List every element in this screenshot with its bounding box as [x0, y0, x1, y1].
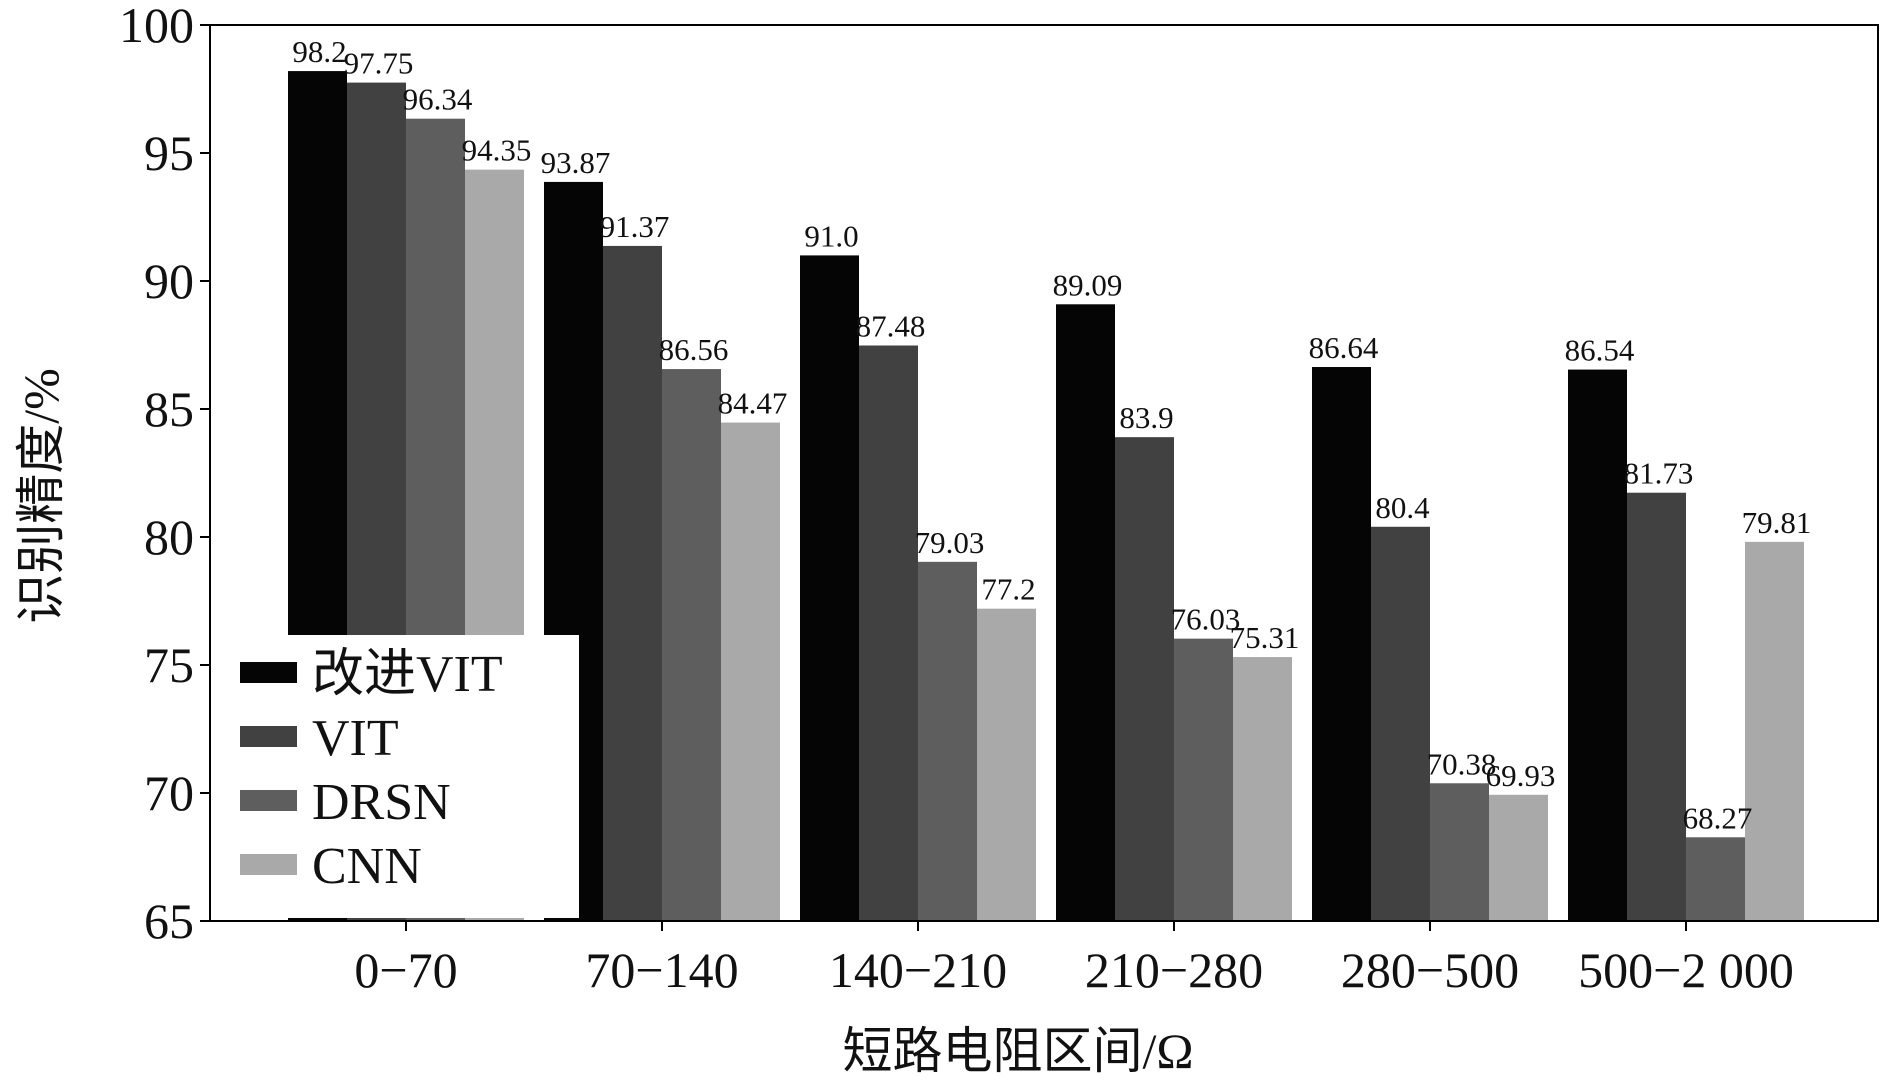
- x-tick-label: 280−500: [1341, 942, 1519, 998]
- x-tick-label: 0−70: [354, 942, 457, 998]
- legend-swatch: [240, 726, 297, 747]
- bar-value-label: 89.09: [1053, 267, 1123, 302]
- bar-value-label: 77.2: [981, 572, 1035, 607]
- legend-swatch: [240, 662, 297, 683]
- bar: [1627, 492, 1686, 921]
- y-tick-label: 90: [144, 253, 194, 309]
- bar-value-label: 91.37: [600, 209, 670, 244]
- bar: [603, 245, 662, 922]
- bar-value-label: 84.47: [718, 386, 788, 421]
- bar-value-label: 80.4: [1375, 490, 1430, 525]
- bar: [977, 608, 1036, 921]
- bar: [1568, 369, 1627, 921]
- bar: [1686, 837, 1745, 921]
- bar: [1056, 304, 1115, 921]
- bar: [800, 255, 859, 921]
- bar: [662, 369, 721, 922]
- bar-value-label: 94.35: [462, 133, 532, 168]
- bar: [1233, 657, 1292, 921]
- plot-frame: [209, 24, 1879, 922]
- bar-value-label: 75.31: [1230, 620, 1300, 655]
- bar: [1430, 783, 1489, 921]
- legend: 改进VIT VIT DRSN CNN: [221, 635, 579, 918]
- bar: [1312, 367, 1371, 921]
- y-tick-label: 95: [144, 125, 194, 181]
- y-tick-label: 70: [144, 765, 194, 821]
- x-axis-ticks: 0−70 70−140 140−210 210−280 280−500 500−2 000: [354, 921, 1794, 998]
- bar-value-label: 68.27: [1683, 800, 1753, 835]
- bar-value-label: 69.93: [1486, 758, 1556, 793]
- y-tick-label: 85: [144, 381, 194, 437]
- bar-value-label: 87.48: [856, 309, 926, 344]
- bar: [721, 422, 780, 921]
- bar: [859, 345, 918, 922]
- x-tick-label: 500−2 000: [1578, 942, 1794, 998]
- bar: [1745, 541, 1804, 921]
- bar-value-label: 86.56: [659, 332, 729, 367]
- x-tick-label: 140−210: [829, 942, 1007, 998]
- bar-value-label: 81.73: [1624, 456, 1694, 491]
- bar-value-label: 86.54: [1565, 333, 1635, 368]
- bar-value-label: 79.81: [1742, 505, 1812, 540]
- bar: [918, 561, 977, 921]
- bar-value-label: 79.03: [915, 525, 985, 560]
- legend-label: DRSN: [312, 774, 451, 831]
- bar-value-label: 86.64: [1309, 330, 1379, 365]
- y-tick-label: 100: [119, 0, 194, 53]
- y-axis-ticks: 65 70 75 80 85 90 95 100: [119, 0, 210, 949]
- legend-swatch: [240, 854, 297, 875]
- y-tick-label: 75: [144, 637, 194, 693]
- legend-swatch: [240, 790, 297, 811]
- bar: [1174, 638, 1233, 921]
- x-axis-title: 短路电阻区间/Ω: [842, 1023, 1193, 1079]
- bar: [1371, 526, 1430, 921]
- bar-value-label: 96.34: [403, 82, 473, 117]
- legend-label: CNN: [312, 838, 422, 895]
- x-tick-label: 70−140: [585, 942, 738, 998]
- bar-value-label: 97.75: [344, 46, 414, 81]
- y-tick-label: 80: [144, 509, 194, 565]
- bar-value-label: 93.87: [541, 145, 611, 180]
- x-tick-label: 210−280: [1085, 942, 1263, 998]
- bar-value-label: 76.03: [1171, 602, 1241, 637]
- y-axis-title: 识别精度/%: [13, 368, 69, 624]
- bar: [1489, 794, 1548, 921]
- legend-label: VIT: [312, 710, 399, 767]
- bar-value-label: 83.9: [1119, 400, 1173, 435]
- bar-value-label: 70.38: [1427, 746, 1497, 781]
- bar-value-label: 98.2: [292, 34, 346, 69]
- legend-label: 改进VIT: [312, 646, 503, 703]
- bar: [1115, 437, 1174, 921]
- bar-value-label: 91.0: [804, 218, 858, 253]
- y-tick-label: 65: [144, 893, 194, 949]
